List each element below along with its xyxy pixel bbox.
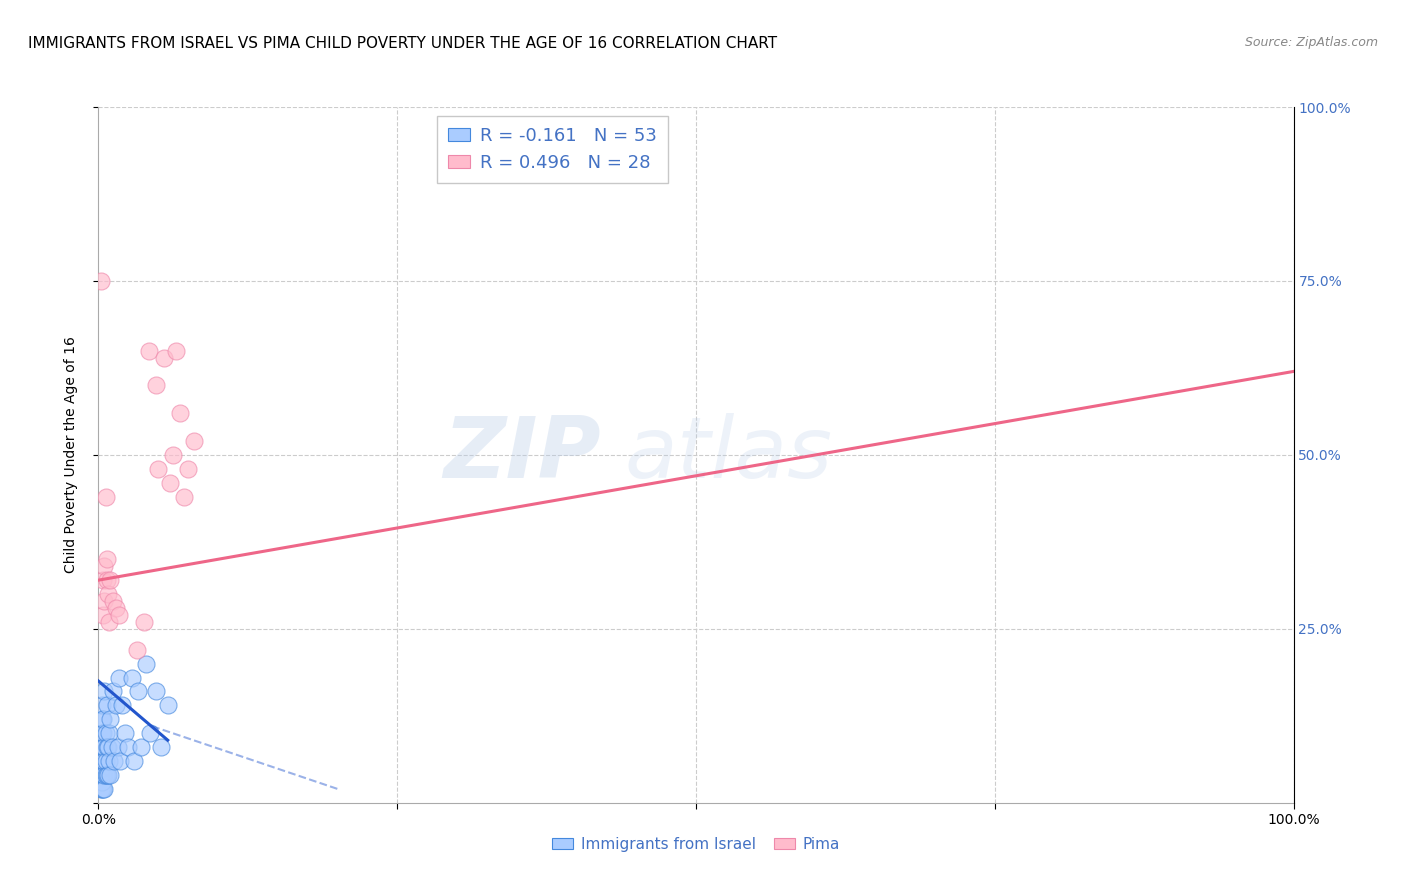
Point: [162, 448, 184, 462]
Point: [93, 768, 115, 782]
Point: [91, 775, 114, 789]
Point: [177, 462, 200, 476]
Point: [98, 754, 121, 768]
Point: [90, 781, 112, 796]
Point: [90, 274, 112, 288]
Point: [91, 726, 114, 740]
Point: [114, 726, 136, 740]
Text: Source: ZipAtlas.com: Source: ZipAtlas.com: [1244, 36, 1378, 49]
Point: [98, 615, 121, 629]
Point: [93, 754, 115, 768]
Point: [188, 86, 211, 100]
Point: [124, 754, 146, 768]
Point: [91, 754, 114, 768]
Point: [93, 684, 115, 698]
Point: [93, 559, 115, 574]
Point: [173, 490, 195, 504]
Point: [149, 740, 172, 755]
Point: [91, 754, 114, 768]
Point: [91, 698, 114, 713]
Point: [91, 712, 114, 726]
Point: [97, 740, 120, 755]
Point: [94, 490, 117, 504]
Point: [91, 768, 114, 782]
Point: [138, 343, 160, 358]
Point: [96, 698, 118, 713]
Point: [91, 781, 114, 796]
Point: [111, 698, 134, 713]
Point: [148, 462, 170, 476]
Legend: Immigrants from Israel, Pima: Immigrants from Israel, Pima: [546, 830, 846, 858]
Point: [91, 761, 114, 775]
Point: [91, 712, 114, 726]
Point: [145, 378, 167, 392]
Point: [97, 768, 120, 782]
Point: [156, 698, 179, 713]
Point: [91, 607, 114, 622]
Point: [107, 740, 129, 755]
Point: [96, 768, 118, 782]
Point: [159, 475, 181, 490]
Point: [91, 573, 114, 587]
Point: [125, 642, 148, 657]
Text: IMMIGRANTS FROM ISRAEL VS PIMA CHILD POVERTY UNDER THE AGE OF 16 CORRELATION CHA: IMMIGRANTS FROM ISRAEL VS PIMA CHILD POV…: [28, 36, 778, 51]
Point: [169, 406, 191, 420]
Point: [139, 726, 162, 740]
Point: [96, 740, 118, 755]
Point: [93, 740, 115, 755]
Point: [131, 740, 153, 755]
Point: [105, 601, 128, 615]
Point: [132, 615, 155, 629]
Point: [98, 712, 122, 726]
Point: [91, 740, 114, 755]
Point: [165, 343, 187, 358]
Point: [121, 671, 143, 685]
Point: [98, 573, 122, 587]
Point: [101, 594, 124, 608]
Point: [97, 587, 120, 601]
Point: [98, 768, 122, 782]
Text: atlas: atlas: [624, 413, 832, 497]
Point: [183, 434, 205, 448]
Point: [91, 740, 114, 755]
Point: [96, 573, 118, 587]
Point: [107, 607, 129, 622]
Point: [108, 754, 131, 768]
Point: [107, 671, 129, 685]
Point: [93, 594, 115, 608]
Point: [94, 754, 117, 768]
Point: [153, 351, 176, 365]
Y-axis label: Child Poverty Under the Age of 16: Child Poverty Under the Age of 16: [63, 336, 77, 574]
Point: [127, 684, 149, 698]
Point: [94, 726, 117, 740]
Point: [103, 754, 125, 768]
Point: [117, 740, 139, 755]
Point: [93, 781, 115, 796]
Point: [91, 781, 114, 796]
Point: [105, 698, 128, 713]
Point: [100, 740, 122, 755]
Point: [94, 768, 117, 782]
Point: [145, 684, 167, 698]
Point: [98, 726, 121, 740]
Point: [91, 726, 114, 740]
Text: ZIP: ZIP: [443, 413, 600, 497]
Point: [101, 684, 124, 698]
Point: [90, 754, 112, 768]
Point: [90, 768, 112, 782]
Point: [96, 552, 118, 566]
Point: [135, 657, 157, 671]
